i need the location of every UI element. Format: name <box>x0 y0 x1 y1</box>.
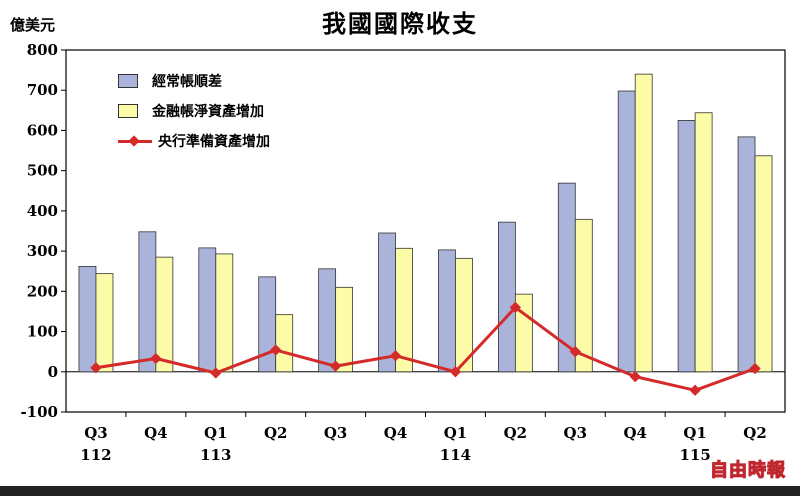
point-reserve-assets <box>629 370 641 383</box>
x-year-label: 112 <box>80 446 111 464</box>
bar-financial-account <box>275 314 294 373</box>
x-tick-label: Q3 <box>324 424 348 442</box>
y-tick-label: 600 <box>27 121 58 139</box>
watermark-logo: 自由時報 <box>710 460 786 482</box>
x-tick-label: Q3 <box>564 424 588 442</box>
x-tick-label: Q1 <box>444 424 468 442</box>
legend-label-current-account: 經常帳順差 <box>152 74 222 90</box>
bar-financial-account <box>694 112 713 373</box>
bar-current-account <box>78 265 97 373</box>
x-tick-label: Q4 <box>623 424 647 442</box>
bar-financial-account <box>335 286 354 373</box>
point-reserve-assets <box>689 384 701 396</box>
point-reserve-assets <box>509 301 522 314</box>
bar-financial-account <box>634 73 653 373</box>
point-reserve-assets <box>329 360 342 372</box>
bar-financial-account <box>95 273 114 373</box>
x-tick-label: Q1 <box>204 424 228 442</box>
bar-current-account <box>318 268 337 373</box>
bar-financial-account <box>215 253 234 373</box>
y-tick-label: 100 <box>27 323 58 341</box>
legend-label-financial-account: 金融帳淨資產增加 <box>152 104 264 120</box>
line-reserve-assets <box>95 305 756 392</box>
y-axis-unit-label: 億美元 <box>10 16 56 34</box>
y-tick-label: 700 <box>27 81 58 99</box>
legend-swatch-current-account <box>118 74 138 88</box>
y-tick-label: 800 <box>27 41 58 59</box>
point-reserve-assets <box>150 352 162 365</box>
bar-current-account <box>557 182 576 373</box>
point-reserve-assets <box>449 366 462 378</box>
legend-item-reserve-assets: 央行準備資產增加 <box>118 126 270 156</box>
bar-financial-account <box>455 257 473 373</box>
legend-item-financial-account: 金融帳淨資產增加 <box>118 96 270 126</box>
y-tick-label: 400 <box>27 202 58 220</box>
bar-financial-account <box>514 293 533 373</box>
chart-title: 我國國際收支 <box>322 9 478 38</box>
bar-current-account <box>138 231 157 373</box>
y-tick-label: 500 <box>27 162 58 180</box>
bar-current-account <box>737 136 756 373</box>
bar-current-account <box>258 276 277 373</box>
bar-current-account <box>198 247 217 373</box>
x-tick-label: Q2 <box>504 424 528 442</box>
bar-financial-account <box>395 247 413 373</box>
bar-current-account <box>378 232 396 373</box>
bar-current-account <box>617 90 636 373</box>
x-tick-label: Q1 <box>683 424 707 442</box>
x-year-label: 114 <box>440 446 471 464</box>
legend-swatch-reserve-assets <box>118 135 152 147</box>
legend-swatch-financial-account <box>118 104 138 118</box>
x-tick-label: Q2 <box>743 424 767 442</box>
legend-label-reserve-assets: 央行準備資產增加 <box>158 134 270 150</box>
x-year-label: 113 <box>200 446 231 464</box>
point-reserve-assets <box>569 346 581 358</box>
x-tick-label: Q4 <box>384 424 408 442</box>
point-reserve-assets <box>270 344 282 356</box>
x-year-label: 115 <box>679 446 710 464</box>
x-tick-label: Q3 <box>84 424 108 442</box>
bar-financial-account <box>155 256 174 373</box>
x-tick-label: Q2 <box>264 424 288 442</box>
y-tick-label: 300 <box>27 242 58 260</box>
footer-bar <box>0 486 800 496</box>
legend-item-current-account: 經常帳順差 <box>118 66 270 96</box>
bar-current-account <box>497 221 516 373</box>
y-tick-label: -100 <box>20 403 58 421</box>
x-tick-label: Q4 <box>144 424 168 442</box>
point-reserve-assets <box>210 367 222 379</box>
bar-financial-account <box>574 218 593 373</box>
point-reserve-assets <box>389 350 402 362</box>
bar-current-account <box>438 249 456 373</box>
legend: 經常帳順差 金融帳淨資產增加 央行準備資產增加 <box>118 66 270 156</box>
y-tick-label: 0 <box>48 363 58 381</box>
bar-current-account <box>677 119 696 373</box>
bar-financial-account <box>754 155 773 373</box>
point-reserve-assets <box>749 362 761 375</box>
y-tick-label: 200 <box>27 282 58 300</box>
